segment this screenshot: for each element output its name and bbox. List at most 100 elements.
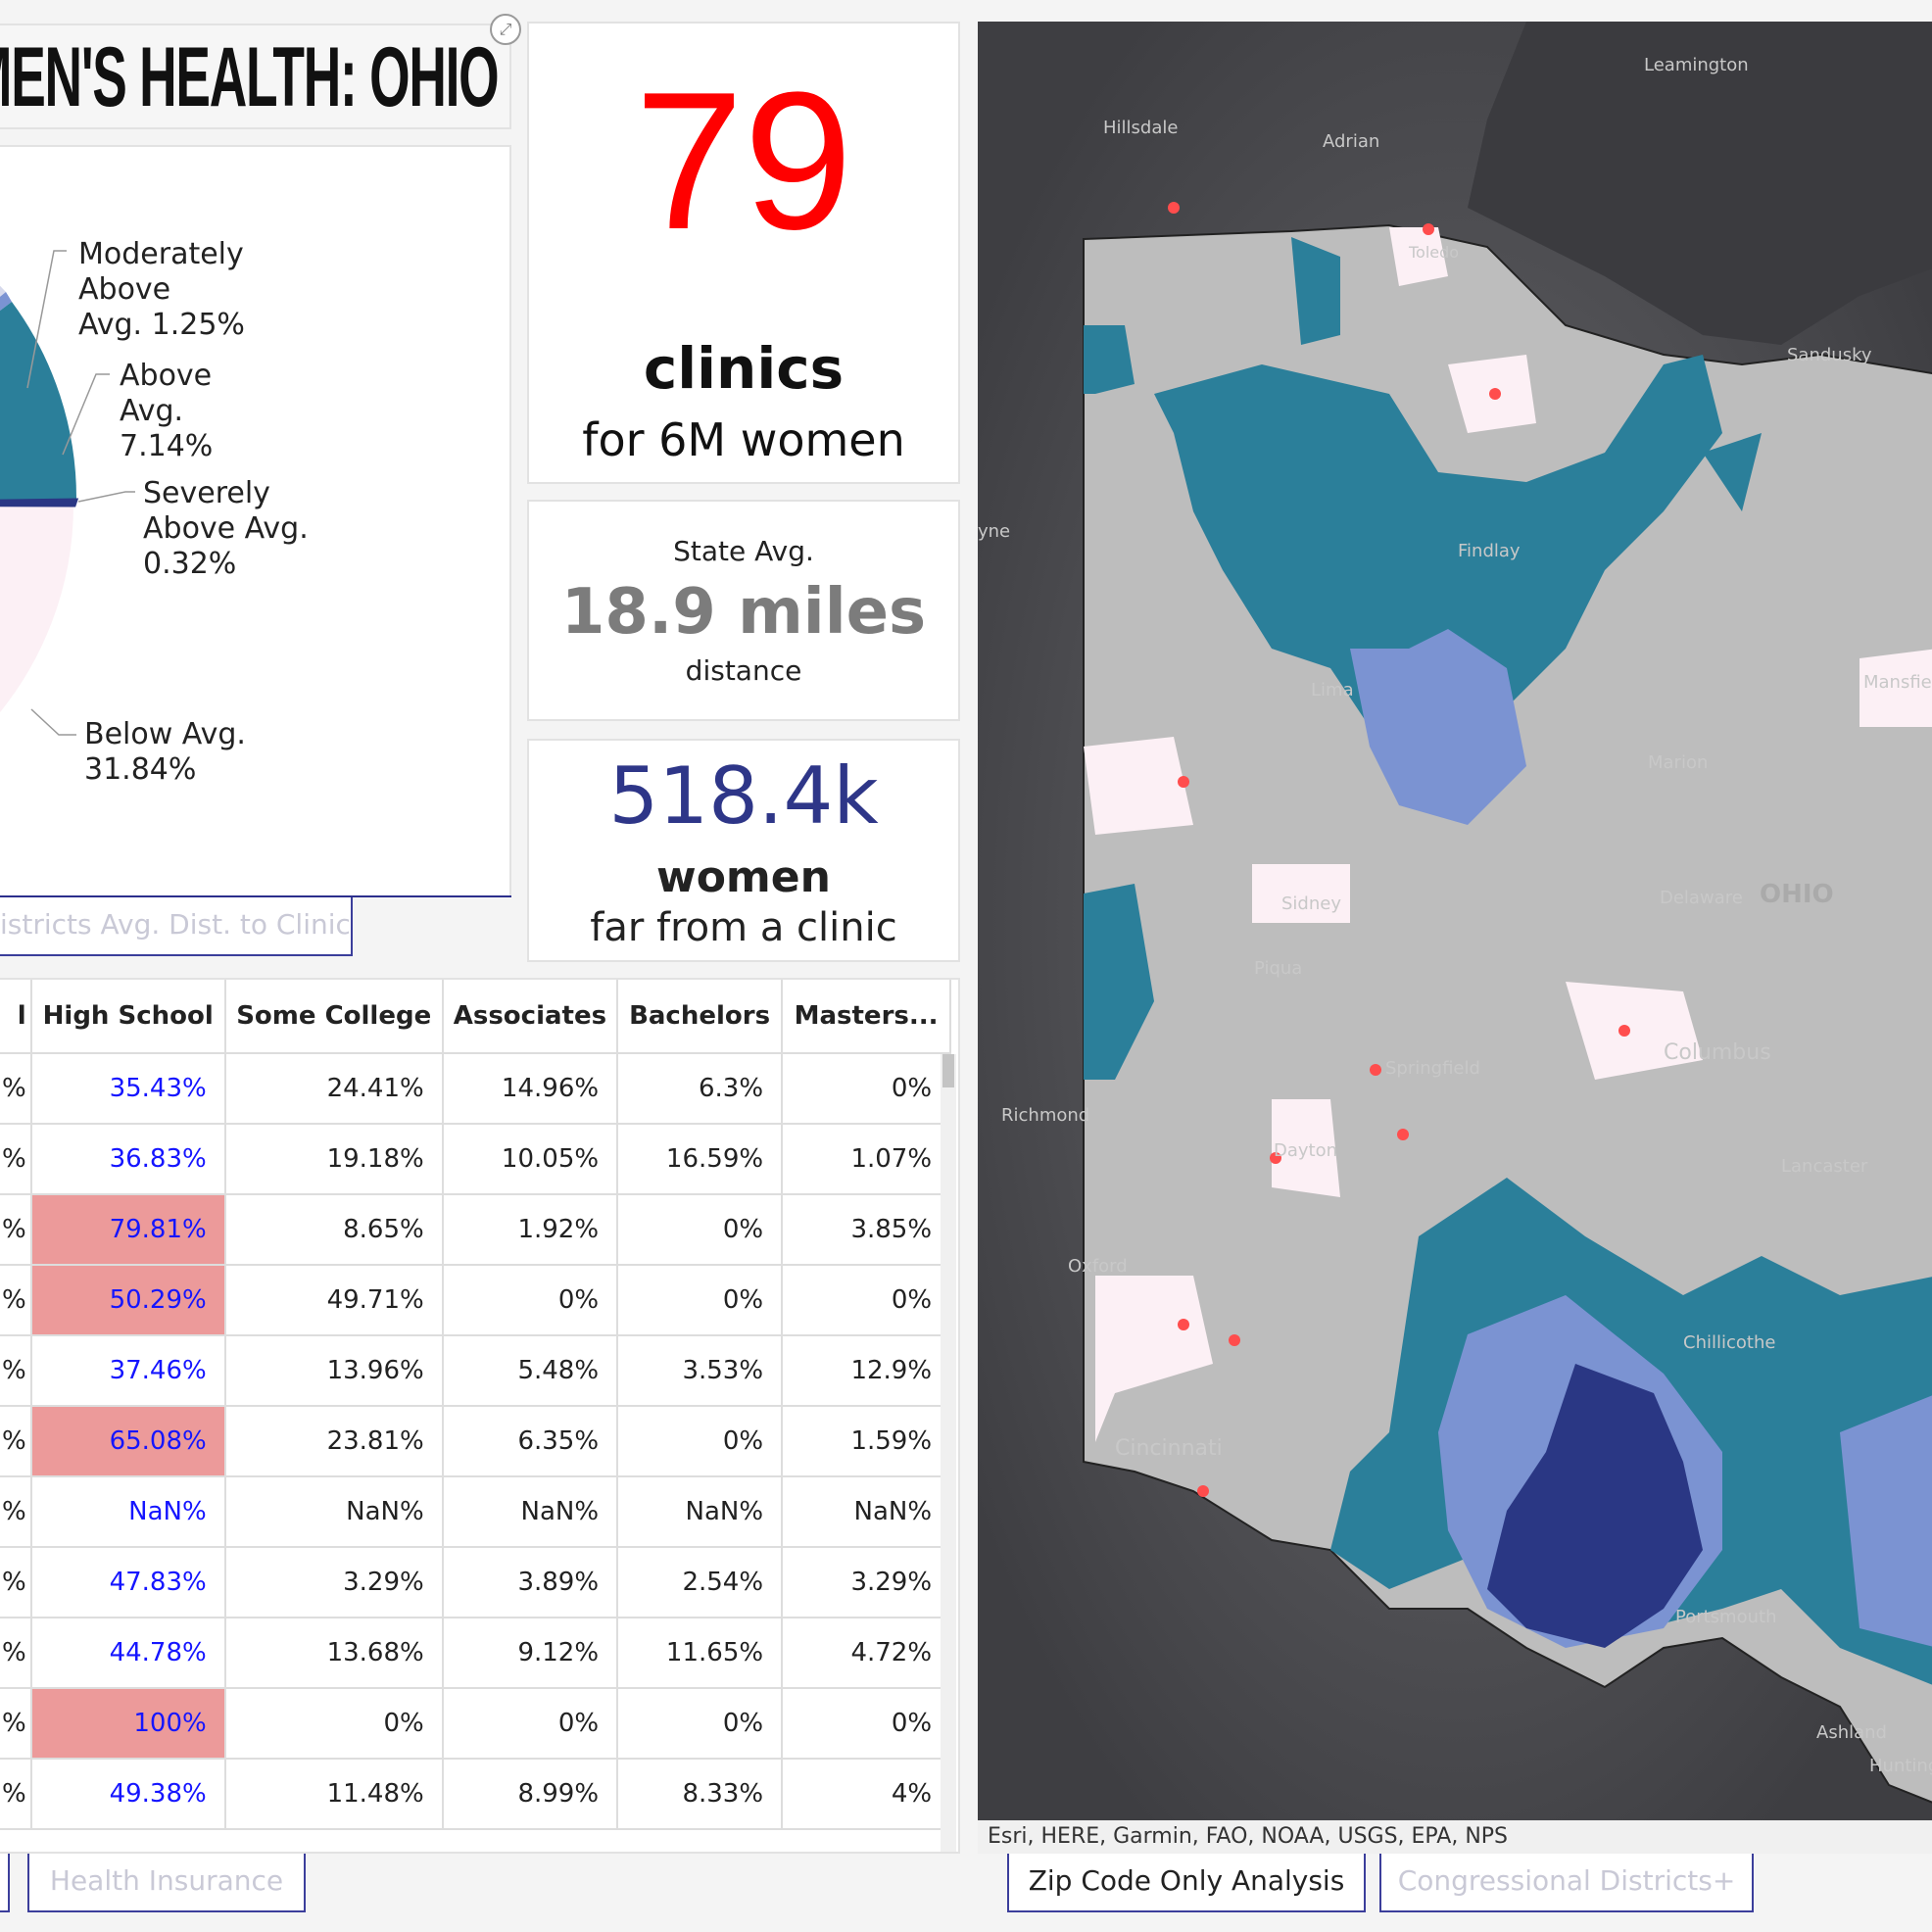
cell-some-college: 24.41% (224, 1053, 444, 1125)
cell-partial: % (0, 1618, 32, 1689)
table-row[interactable]: % 65.08% 23.81% 6.35% 0% 1.59% (0, 1406, 952, 1477)
cell-masters: 0% (782, 1688, 952, 1760)
pie-chart (0, 250, 135, 736)
cell-bachelors: 0% (617, 1688, 784, 1760)
table-row[interactable]: % NaN% NaN% NaN% NaN% NaN% (0, 1476, 952, 1548)
cell-some-college: 19.18% (224, 1124, 444, 1195)
region-teal-east (1703, 433, 1762, 511)
pie-slice-below-avg (0, 498, 76, 716)
state-label-ohio: OHIO (1760, 880, 1834, 909)
cell-bachelors: 2.54% (617, 1547, 784, 1618)
table-row[interactable]: % 47.83% 3.29% 3.89% 2.54% 3.29% (0, 1547, 952, 1618)
pie-label-above: Above Avg. 7.14% (120, 359, 214, 463)
tab-congressional-districts[interactable]: Congressional Districts+ (1379, 1854, 1754, 1912)
cell-masters: 3.29% (782, 1547, 952, 1618)
ohio-map[interactable]: Leamington Hillsdale Adrian Sandusky yne… (978, 22, 1932, 1854)
column-header-some-college[interactable]: Some College (224, 980, 444, 1054)
cell-partial: % (0, 1194, 32, 1266)
region-teal-north (1291, 237, 1340, 345)
tab-health-insurance[interactable]: Health Insurance (27, 1854, 306, 1912)
cell-associates: 6.35% (442, 1406, 619, 1477)
cell-partial: % (0, 1476, 32, 1548)
table-row[interactable]: % 44.78% 13.68% 9.12% 11.65% 4.72% (0, 1618, 952, 1689)
cell-some-college: 3.29% (224, 1547, 444, 1618)
cell-partial: % (0, 1406, 32, 1477)
tab-partial-left[interactable] (0, 1854, 10, 1912)
place-dayton: Dayton (1274, 1140, 1338, 1161)
table-scrollbar[interactable] (941, 1054, 956, 1852)
urban-lima (1084, 737, 1193, 835)
cell-masters: 12.9% (782, 1335, 952, 1407)
map-canvas[interactable] (978, 22, 1932, 1820)
cell-masters: 1.07% (782, 1124, 952, 1195)
pie-label-severely-above: Severely Above Avg. 0.32% (143, 476, 309, 581)
clinics-stat-card: 79 clinics for 6M women (527, 22, 960, 484)
urban-mansfield (1860, 649, 1932, 727)
region-teal-nw (1084, 325, 1135, 394)
urban-sidney (1252, 864, 1350, 923)
place-piqua: Piqua (1254, 958, 1303, 979)
table-header-row: l High School Some College Associates Ba… (0, 980, 952, 1054)
clinic-dot (1229, 1334, 1240, 1346)
education-table-panel: l High School Some College Associates Ba… (0, 978, 960, 1854)
column-header-partial[interactable]: l (0, 980, 32, 1054)
cell-partial: % (0, 1265, 32, 1336)
urban-dayton (1272, 1099, 1340, 1197)
table-row[interactable]: % 79.81% 8.65% 1.92% 0% 3.85% (0, 1194, 952, 1266)
pie-slice-above (0, 292, 12, 312)
pie-chart-panel: Moderately Above Avg. 1.25% Above Avg. 7… (0, 145, 511, 897)
region-teal-center (1154, 355, 1722, 766)
cell-partial: % (0, 1759, 32, 1830)
expand-icon[interactable]: ⤢ (490, 14, 521, 45)
cell-bachelors: 16.59% (617, 1124, 784, 1195)
cell-bachelors: 0% (617, 1406, 784, 1477)
cell-high-school: 50.29% (30, 1265, 226, 1336)
tab-districts-avg-distance[interactable]: istricts Avg. Dist. to Clinics (0, 897, 353, 956)
place-adrian: Adrian (1323, 131, 1380, 152)
place-richmond: Richmond (1001, 1105, 1090, 1126)
cell-associates: 0% (442, 1688, 619, 1760)
cell-masters: NaN% (782, 1476, 952, 1548)
cell-masters: 1.59% (782, 1406, 952, 1477)
tab-zip-code-analysis[interactable]: Zip Code Only Analysis (1007, 1854, 1366, 1912)
table-row[interactable]: % 50.29% 49.71% 0% 0% 0% (0, 1265, 952, 1336)
cell-masters: 4% (782, 1759, 952, 1830)
lake-erie (1468, 22, 1932, 345)
column-header-high-school[interactable]: High School (30, 980, 226, 1054)
place-huntington: Huntington (1869, 1756, 1932, 1776)
avg-distance-caption: State Avg. (673, 535, 814, 567)
table-row[interactable]: % 100% 0% 0% 0% 0% (0, 1688, 952, 1760)
column-header-masters[interactable]: Masters... (782, 980, 952, 1054)
pie-slice-teal (0, 302, 77, 502)
clinic-dot (1618, 1025, 1630, 1037)
table-row[interactable]: % 35.43% 24.41% 14.96% 6.3% 0% (0, 1053, 952, 1125)
table-row[interactable]: % 37.46% 13.96% 5.48% 3.53% 12.9% (0, 1335, 952, 1407)
cell-high-school: 44.78% (30, 1618, 226, 1689)
urban-columbus (1566, 982, 1703, 1080)
clinic-markers (1168, 202, 1630, 1497)
page-title: OMEN'S HEALTH: OHIO (0, 30, 499, 124)
clinic-dot (1178, 1319, 1189, 1330)
urban-cincinnati (1095, 1276, 1213, 1442)
cell-high-school: 65.08% (30, 1406, 226, 1477)
cell-associates: 14.96% (442, 1053, 619, 1125)
scrollbar-thumb[interactable] (942, 1054, 954, 1087)
cell-high-school: NaN% (30, 1476, 226, 1548)
leader-line-above (62, 373, 110, 456)
place-leamington: Leamington (1644, 55, 1749, 75)
table-row[interactable]: % 49.38% 11.48% 8.99% 8.33% 4% (0, 1759, 952, 1830)
place-oxford: Oxford (1068, 1256, 1128, 1277)
cell-bachelors: 8.33% (617, 1759, 784, 1830)
place-sandusky: Sandusky (1787, 345, 1872, 365)
cell-bachelors: 0% (617, 1265, 784, 1336)
clinics-count: 79 (634, 52, 853, 270)
clinic-dot (1270, 1152, 1281, 1164)
table-row[interactable]: % 36.83% 19.18% 10.05% 16.59% 1.07% (0, 1124, 952, 1195)
cell-bachelors: NaN% (617, 1476, 784, 1548)
cell-some-college: 23.81% (224, 1406, 444, 1477)
column-header-bachelors[interactable]: Bachelors (617, 980, 784, 1054)
column-header-associates[interactable]: Associates (442, 980, 619, 1054)
cell-associates: 1.92% (442, 1194, 619, 1266)
clinic-dot (1370, 1064, 1381, 1076)
place-findlay: Findlay (1458, 541, 1521, 561)
